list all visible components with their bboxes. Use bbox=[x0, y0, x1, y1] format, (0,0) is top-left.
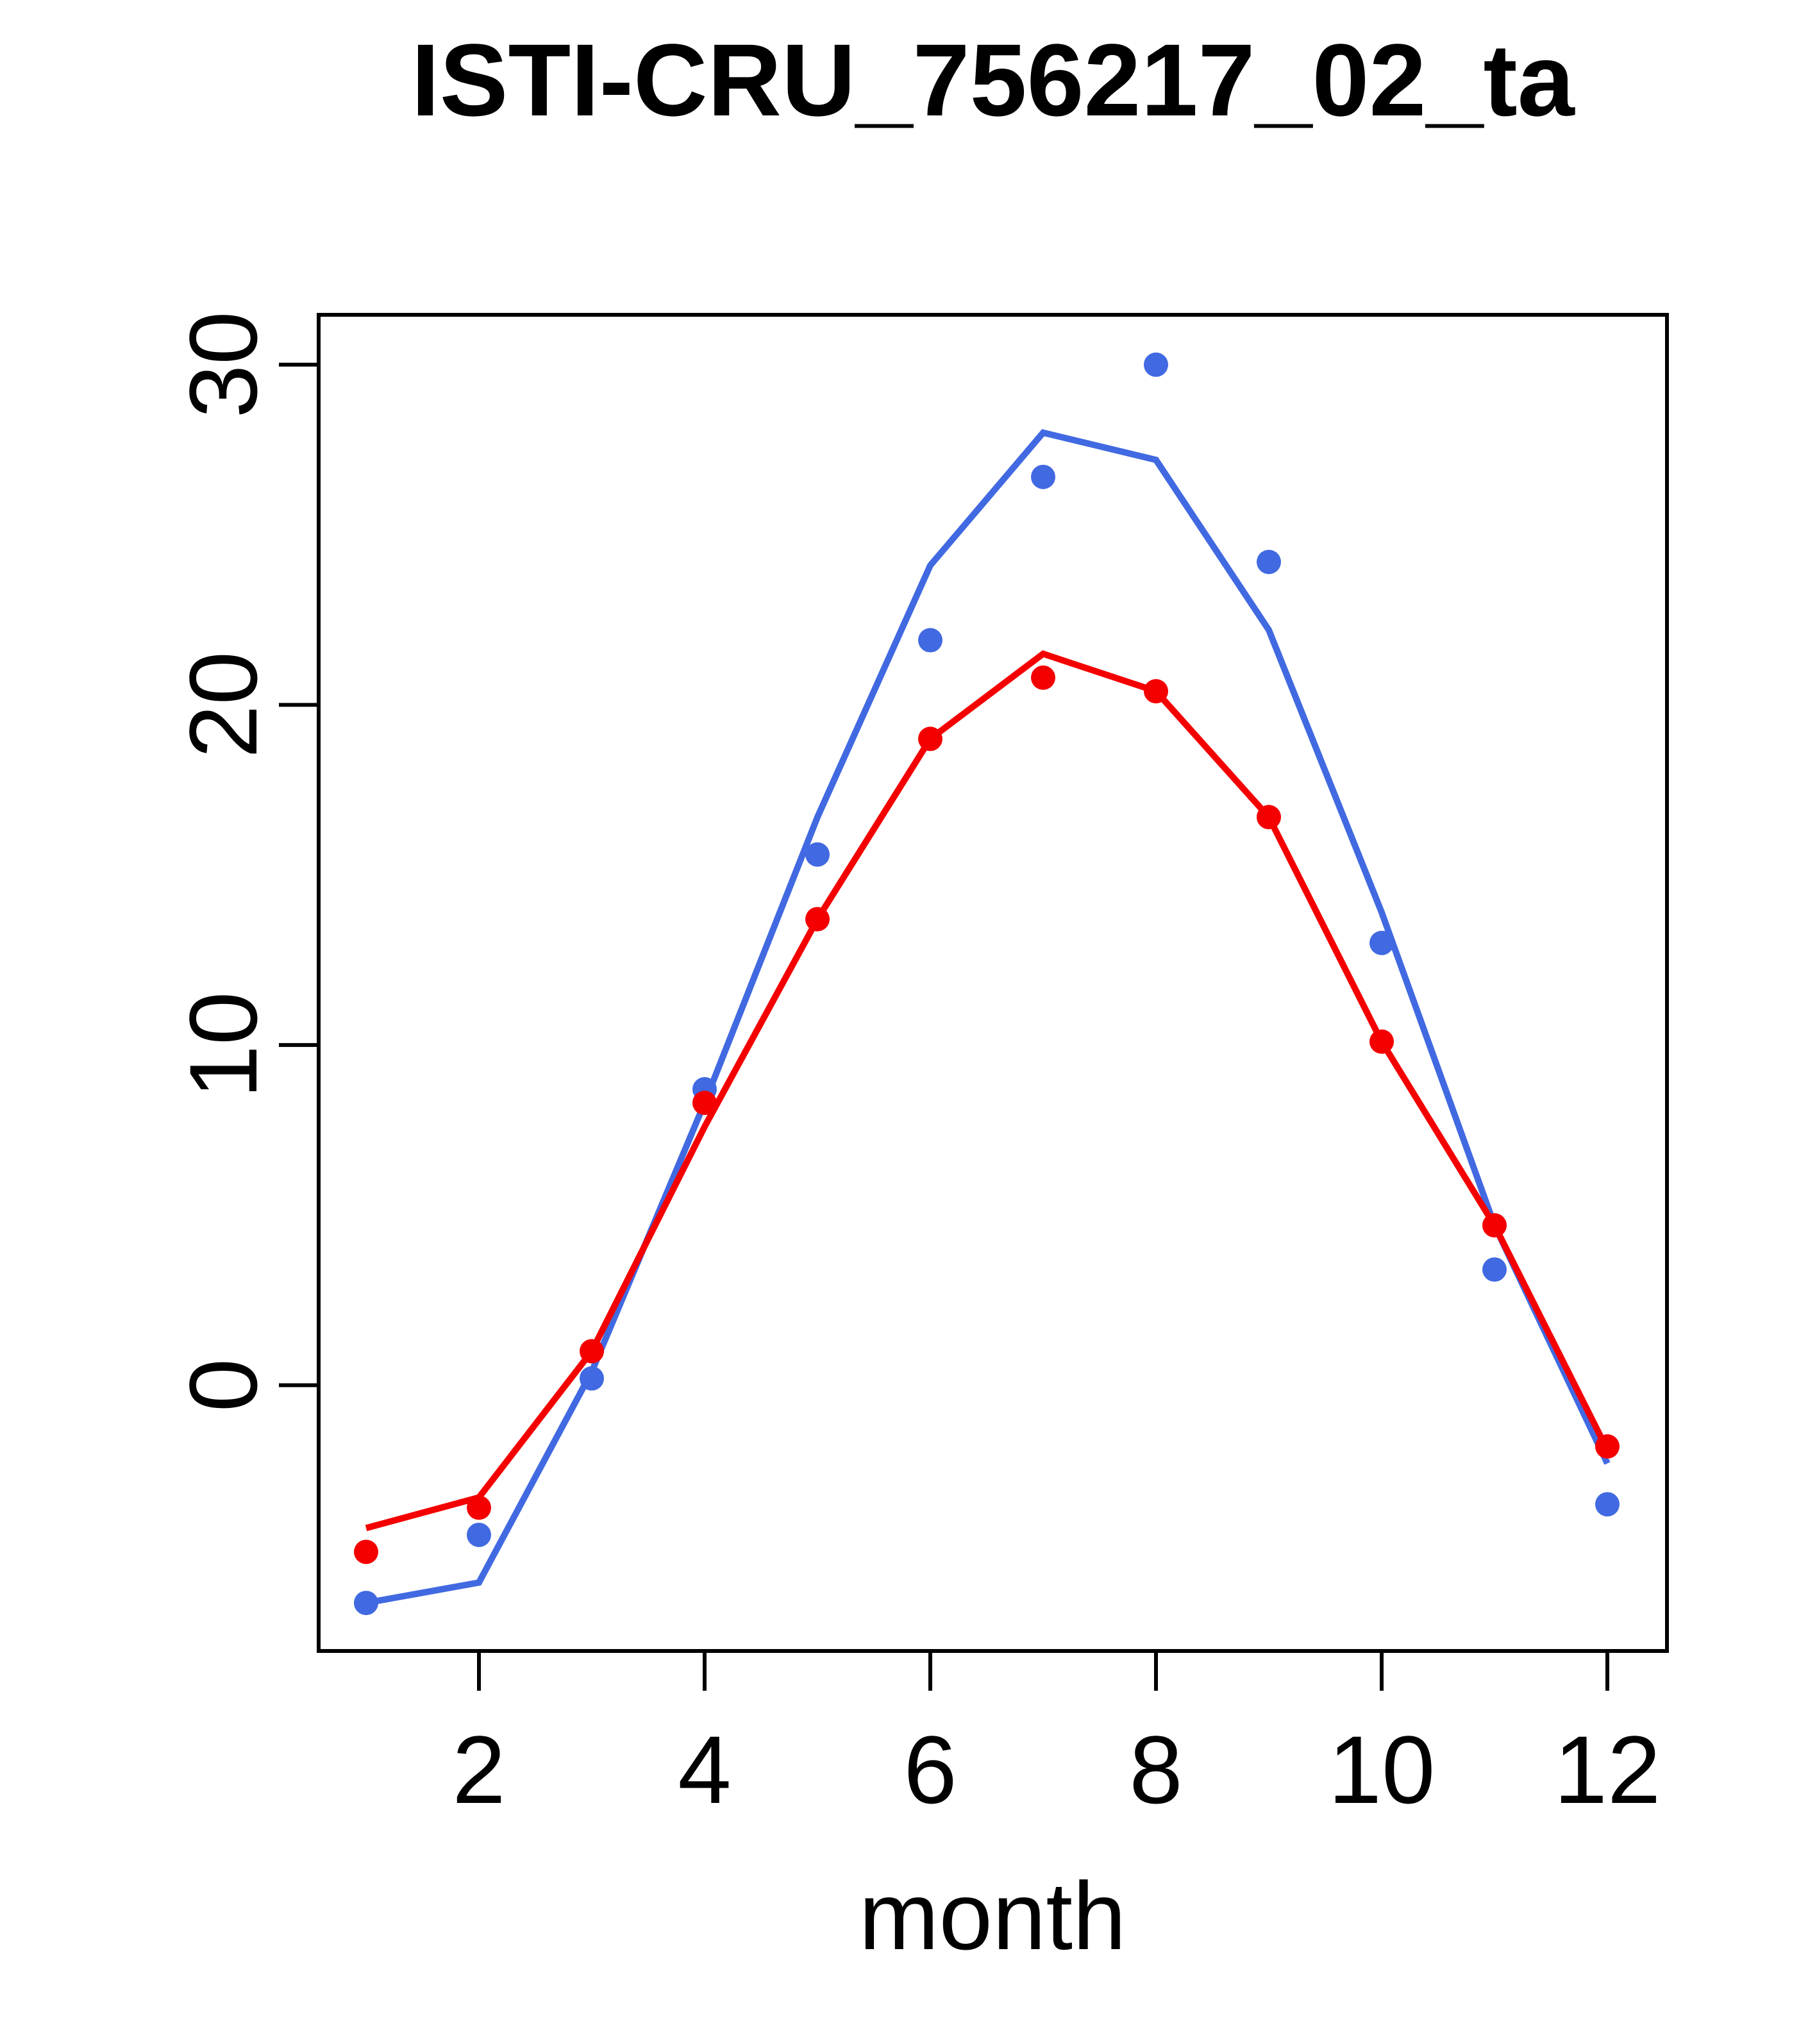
red-points-marker bbox=[805, 907, 830, 932]
red-points-marker bbox=[1595, 1434, 1620, 1459]
red-points-marker bbox=[1369, 1029, 1394, 1054]
red-points-marker bbox=[1257, 805, 1281, 830]
red-points-marker bbox=[1482, 1213, 1507, 1238]
axis-layer bbox=[279, 313, 1669, 1691]
red-points-marker bbox=[918, 726, 942, 751]
y-tick-label: 20 bbox=[169, 651, 277, 758]
blue-points-marker bbox=[1144, 352, 1168, 377]
chart-title: ISTI-CRU_756217_02_ta bbox=[411, 22, 1575, 137]
blue-points-marker bbox=[918, 628, 942, 653]
x-tick-label: 4 bbox=[678, 1716, 731, 1823]
y-tick-label: 30 bbox=[169, 311, 277, 418]
x-tick-label: 8 bbox=[1129, 1716, 1182, 1823]
x-tick-label: 10 bbox=[1328, 1716, 1436, 1823]
blue-points-marker bbox=[1031, 464, 1055, 489]
x-axis-title: month bbox=[859, 1862, 1126, 1970]
blue-points-marker bbox=[805, 842, 830, 867]
red-points-marker bbox=[354, 1539, 378, 1564]
red-points-marker bbox=[692, 1091, 717, 1116]
x-tick-label: 6 bbox=[903, 1716, 957, 1823]
plot-box bbox=[317, 313, 1669, 1653]
blue-points-marker bbox=[467, 1522, 491, 1547]
x-tick-label: 12 bbox=[1554, 1716, 1661, 1823]
red-points-marker bbox=[467, 1495, 491, 1520]
label-layer: month 2 4 6 8 10 12 0 10 20 30 bbox=[169, 311, 1661, 1970]
blue-points-marker bbox=[580, 1366, 604, 1391]
red-points-marker bbox=[1031, 665, 1055, 690]
blue-line-series bbox=[365, 429, 1611, 1606]
series-layer bbox=[354, 352, 1620, 1616]
y-tick-label: 10 bbox=[169, 991, 277, 1098]
blue-points-marker bbox=[354, 1591, 378, 1616]
red-points-marker bbox=[580, 1339, 604, 1364]
blue-points-marker bbox=[1257, 549, 1281, 574]
x-tick-label: 2 bbox=[452, 1716, 505, 1823]
red-points-marker bbox=[1144, 679, 1168, 704]
blue-points-marker bbox=[1369, 930, 1394, 955]
blue-points-marker bbox=[1595, 1492, 1620, 1517]
red-line-series bbox=[365, 650, 1611, 1532]
blue-points-marker bbox=[1482, 1257, 1507, 1282]
y-tick-label: 0 bbox=[169, 1359, 277, 1412]
